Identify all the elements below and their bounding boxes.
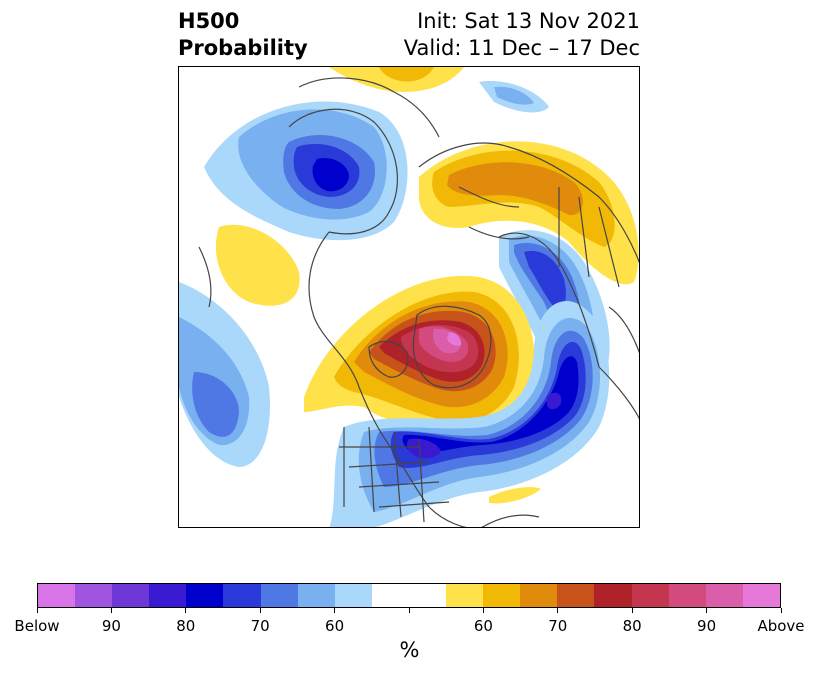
colorbar-tick: [408, 608, 410, 613]
colorbar-cell: [557, 584, 595, 607]
colorbar: [37, 583, 781, 608]
colorbar-units: %: [399, 638, 420, 662]
coastline-outlines: [198, 77, 639, 527]
valid-range: Valid: 11 Dec – 17 Dec: [403, 36, 640, 60]
colorbar-cell: [112, 584, 150, 607]
colorbar-tick-label: 90: [697, 617, 717, 635]
pacific-positive-anomaly: [215, 224, 300, 306]
colorbar-cell: [594, 584, 632, 607]
colorbar-cell: [223, 584, 261, 607]
colorbar-cell: [742, 584, 780, 607]
colorbar-tick-label: 60: [325, 617, 345, 635]
colorbar-tick: [110, 608, 112, 613]
map-dates: Init: Sat 13 Nov 2021 Valid: 11 Dec – 17…: [404, 8, 640, 62]
init-date: Init: Sat 13 Nov 2021: [417, 9, 640, 33]
colorbar-tick: [631, 608, 633, 613]
colorbar-tick-label: 80: [176, 617, 196, 635]
colorbar-tick: [334, 608, 336, 613]
colorbar-cell: [371, 584, 409, 607]
colorbar-tick-label: Above: [757, 617, 805, 635]
colorbar-cell: [297, 584, 335, 607]
colorbar-cell: [668, 584, 706, 607]
colorbar-cell: [446, 584, 484, 607]
colorbar-tick-label: 90: [101, 617, 121, 635]
colorbar-cell: [334, 584, 372, 607]
colorbar-tick: [185, 608, 187, 613]
colorbar-tick-label: 70: [250, 617, 270, 635]
title-type: Probability: [178, 36, 308, 60]
colorbar-cell: [408, 584, 447, 607]
colorbar-tick: [36, 608, 38, 613]
colorbar-tick-label: 60: [473, 617, 493, 635]
colorbar-tick: [557, 608, 559, 613]
colorbar-tick-label: 70: [548, 617, 568, 635]
colorbar-cell: [520, 584, 558, 607]
colorbar-cell: [705, 584, 743, 607]
colorbar-tick: [780, 608, 782, 613]
colorbar-cell: [75, 584, 113, 607]
colorbar-cell: [149, 584, 187, 607]
colorbar-cell: [483, 584, 521, 607]
colorbar-ticks: Below 90 80 70 60 60 70 80 90 Above: [14, 608, 805, 638]
colorbar-cell: [260, 584, 298, 607]
colorbar-tick: [259, 608, 261, 613]
colorbar-cell: [631, 584, 669, 607]
title-variable: H500: [178, 9, 240, 33]
colorbar-tick-label: 80: [622, 617, 642, 635]
colorbar-tick-label: Below: [14, 617, 60, 635]
colorbar-tick: [482, 608, 484, 613]
map-title: H500 Probability: [178, 8, 308, 62]
probability-map: [178, 66, 640, 528]
colorbar-cell: [38, 584, 76, 607]
colorbar-cell: [186, 584, 224, 607]
colorbar-tick: [706, 608, 708, 613]
